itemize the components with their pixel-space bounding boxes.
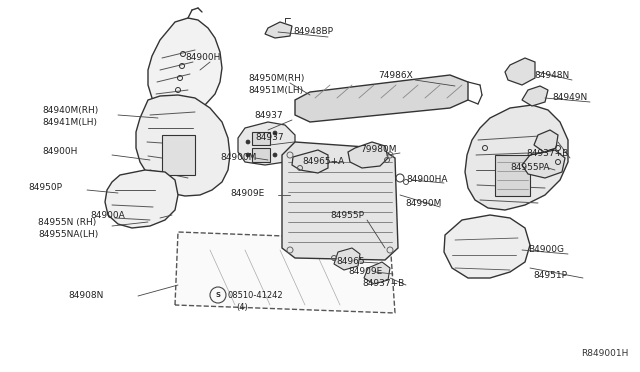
Text: 84955PA: 84955PA — [510, 163, 550, 171]
Polygon shape — [295, 75, 468, 122]
Circle shape — [246, 153, 250, 157]
Circle shape — [273, 153, 277, 157]
Text: 84965: 84965 — [336, 257, 365, 266]
Text: 84900HA: 84900HA — [406, 176, 447, 185]
Polygon shape — [534, 130, 558, 152]
Text: 84908N: 84908N — [68, 291, 104, 299]
Text: 84948BP: 84948BP — [293, 28, 333, 36]
Text: 84990M: 84990M — [405, 199, 442, 208]
Polygon shape — [265, 22, 292, 38]
Text: 79980M: 79980M — [360, 145, 397, 154]
Polygon shape — [348, 142, 388, 168]
Text: 84951P: 84951P — [533, 270, 567, 279]
Polygon shape — [136, 95, 230, 196]
Text: 84909E: 84909E — [230, 189, 264, 198]
Polygon shape — [292, 150, 328, 173]
Polygon shape — [282, 142, 398, 260]
Text: 84940M(RH): 84940M(RH) — [42, 106, 99, 115]
Text: (4): (4) — [236, 303, 248, 312]
Text: 84951M(LH): 84951M(LH) — [248, 86, 303, 94]
Text: 84941M(LH): 84941M(LH) — [42, 118, 97, 126]
Polygon shape — [522, 150, 565, 178]
Text: 84948N: 84948N — [534, 71, 569, 80]
Text: 84900A: 84900A — [90, 211, 125, 219]
Text: 84909E: 84909E — [348, 267, 382, 276]
Polygon shape — [444, 215, 530, 278]
Polygon shape — [364, 262, 390, 284]
Circle shape — [273, 131, 277, 135]
Polygon shape — [334, 248, 360, 270]
Polygon shape — [175, 232, 395, 313]
Text: 84900H: 84900H — [185, 54, 220, 62]
Text: 84950M(RH): 84950M(RH) — [248, 74, 305, 83]
Polygon shape — [465, 105, 568, 210]
Text: 84900M: 84900M — [220, 154, 257, 163]
Text: B4900G: B4900G — [528, 246, 564, 254]
Text: 84950P: 84950P — [28, 183, 62, 192]
Polygon shape — [105, 170, 178, 228]
Text: 08510-41242: 08510-41242 — [228, 291, 284, 300]
Text: S: S — [216, 292, 221, 298]
Text: 84955P: 84955P — [330, 212, 364, 221]
Polygon shape — [522, 86, 548, 106]
Polygon shape — [162, 135, 195, 175]
Text: 84900H: 84900H — [42, 148, 77, 157]
Text: R849001H: R849001H — [580, 349, 628, 358]
Text: 84955NA(LH): 84955NA(LH) — [38, 230, 99, 238]
Circle shape — [246, 140, 250, 144]
Text: 74986X: 74986X — [378, 71, 413, 80]
Polygon shape — [505, 58, 535, 85]
Text: 84955N (RH): 84955N (RH) — [38, 218, 96, 228]
Text: 84949N: 84949N — [552, 93, 588, 103]
Text: 84937: 84937 — [255, 134, 284, 142]
Polygon shape — [495, 155, 530, 196]
Text: 84937+B: 84937+B — [526, 150, 568, 158]
Text: 84937+B: 84937+B — [362, 279, 404, 288]
Polygon shape — [238, 122, 295, 165]
Text: 84937: 84937 — [254, 112, 283, 121]
Polygon shape — [148, 18, 222, 116]
Polygon shape — [252, 132, 270, 145]
Text: 84965+A: 84965+A — [302, 157, 344, 166]
Polygon shape — [252, 148, 270, 162]
